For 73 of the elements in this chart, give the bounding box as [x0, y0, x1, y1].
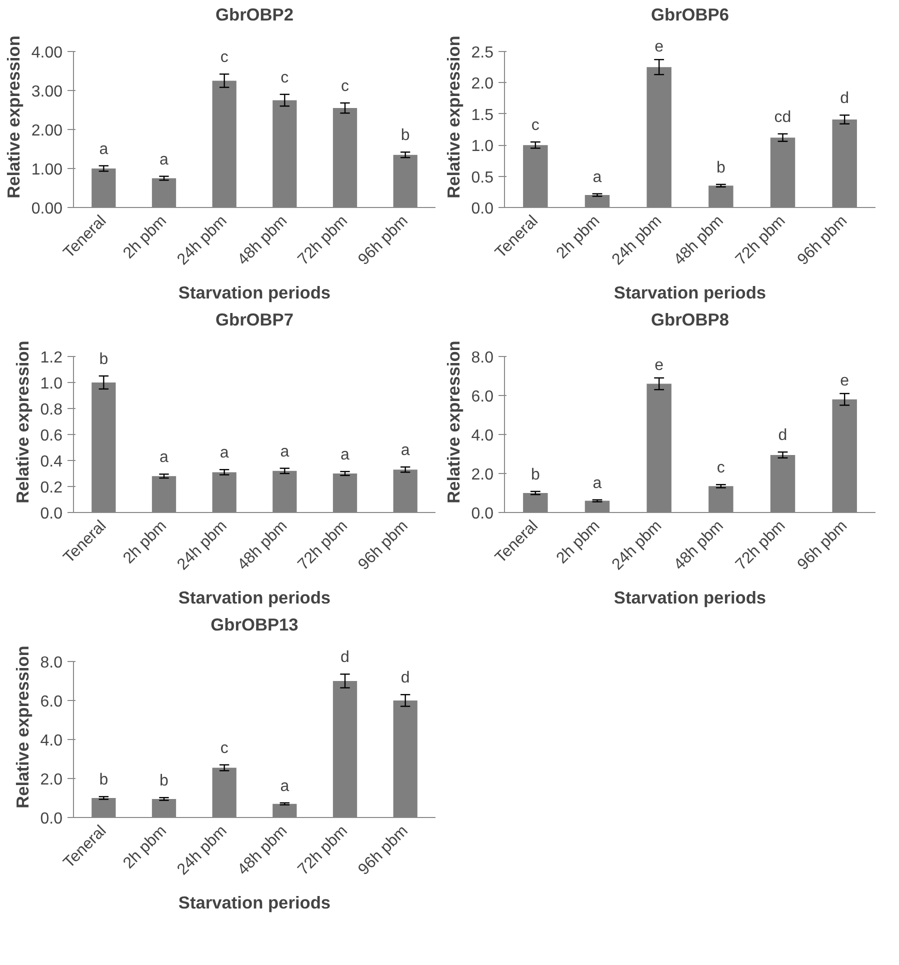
y-tick-label: 2.00 [31, 122, 63, 140]
y-tick-label: 1.00 [31, 161, 63, 178]
y-tick-label: 0.0 [40, 506, 63, 522]
y-axis-title: Relative expression [443, 340, 464, 504]
annotation: c [280, 69, 289, 86]
annotation: c [341, 78, 349, 95]
y-tick-label: 0.0 [471, 506, 494, 522]
annotation: b [99, 772, 108, 789]
annotation: a [400, 442, 410, 459]
annotation: b [530, 466, 540, 484]
chart-title: GbrOBP13 [210, 614, 299, 634]
y-tick-label: 0.6 [40, 427, 63, 444]
x-axis-title: Starvation periods [614, 282, 766, 303]
y-tick-label: 0.4 [40, 453, 63, 470]
y-tick-label: 3.00 [31, 83, 63, 100]
annotation: b [160, 772, 169, 790]
annotation: a [160, 151, 169, 168]
annotation: c [220, 740, 228, 757]
annotation: cd [774, 108, 792, 126]
annotation: c [531, 116, 540, 134]
chart-title: GbrOBP6 [651, 4, 730, 24]
annotation: d [400, 670, 410, 687]
y-tick-label: 6.0 [40, 693, 63, 710]
y-tick-label: 1.2 [40, 349, 63, 366]
y-tick-label: 0.2 [40, 479, 63, 496]
y-tick-label: 6.0 [471, 388, 494, 406]
y-tick-label: 4.00 [31, 44, 63, 62]
annotation: a [592, 168, 602, 186]
x-axis-title: Starvation periods [178, 282, 331, 303]
y-tick-label: 8.0 [471, 349, 494, 366]
y-tick-label: 1.0 [471, 138, 494, 156]
annotation: a [592, 474, 602, 492]
y-tick-label: 8.0 [40, 654, 63, 672]
y-tick-label: 2.5 [471, 44, 494, 62]
y-tick-label: 0.5 [471, 169, 494, 186]
annotation: a [280, 778, 290, 795]
y-tick-label: 1.0 [40, 375, 63, 392]
annotation: a [340, 446, 350, 464]
annotation: b [99, 350, 108, 368]
y-tick-label: 1.5 [471, 106, 494, 124]
annotation: d [778, 427, 788, 444]
annotation: a [160, 449, 169, 466]
y-tick-label: 0.8 [40, 401, 63, 418]
y-tick-label: 4.0 [471, 427, 494, 444]
y-axis-title: Relative expression [443, 36, 464, 198]
chart-title: GbrOBP2 [216, 4, 294, 24]
chart-title: GbrOBP7 [216, 310, 294, 330]
annotation: d [340, 649, 350, 666]
x-axis-title: Starvation periods [178, 588, 331, 608]
y-axis-title: Relative expression [12, 646, 32, 808]
y-tick-label: 2.0 [40, 771, 63, 788]
annotation: a [99, 140, 108, 158]
annotation: a [220, 444, 229, 462]
annotation: d [840, 90, 850, 108]
annotation: e [654, 38, 664, 56]
annotation: a [280, 443, 290, 460]
chart-title: GbrOBP8 [651, 310, 730, 330]
annotation: b [400, 127, 410, 144]
y-tick-label: 0.00 [31, 200, 63, 218]
y-tick-label: 0.0 [471, 200, 494, 218]
y-axis-title: Relative expression [12, 340, 32, 504]
y-axis-title: Relative expression [3, 36, 24, 198]
y-tick-label: 4.0 [40, 732, 63, 750]
y-tick-label: 2.0 [471, 466, 494, 484]
annotation: b [716, 159, 726, 176]
annotation: c [220, 49, 228, 66]
x-axis-title: Starvation periods [614, 588, 766, 608]
y-tick-label: 2.0 [471, 76, 494, 93]
y-tick-label: 0.0 [40, 810, 63, 828]
annotation: e [840, 372, 850, 390]
annotation: c [716, 460, 725, 477]
x-axis-title: Starvation periods [178, 892, 331, 913]
annotation: e [654, 356, 664, 374]
